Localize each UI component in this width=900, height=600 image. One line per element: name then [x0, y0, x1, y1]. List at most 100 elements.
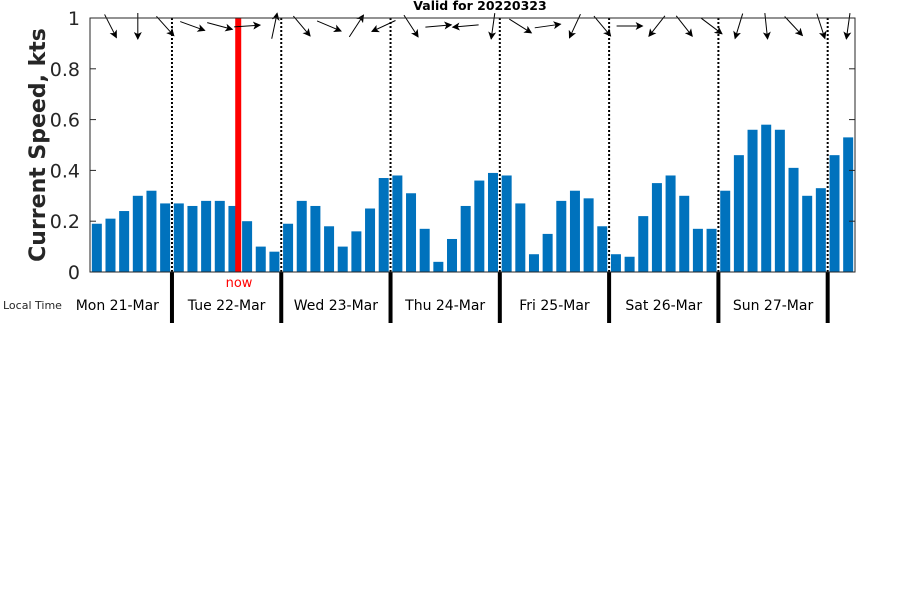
speed-bar — [569, 190, 580, 272]
direction-arrow — [816, 13, 827, 40]
y-tick-label: 0 — [68, 262, 80, 284]
speed-bar — [665, 175, 676, 272]
speed-bar — [815, 188, 826, 272]
direction-arrow — [451, 22, 479, 31]
speed-bar — [392, 175, 403, 272]
speed-bar — [556, 200, 567, 272]
speed-bar — [829, 155, 840, 272]
speed-bar — [679, 195, 690, 272]
speed-bar — [501, 175, 512, 272]
speed-bar — [132, 195, 143, 272]
chart-title: Valid for 20220323 — [413, 0, 546, 13]
direction-arrow — [700, 17, 723, 35]
speed-bar — [597, 226, 608, 272]
day-label: Mon 21-Mar — [76, 298, 159, 314]
speed-bar — [720, 190, 731, 272]
direction-arrow — [534, 21, 562, 30]
speed-bar — [802, 195, 813, 272]
direction-arrow — [593, 15, 612, 37]
direction-arrow — [488, 13, 497, 40]
speed-bar — [337, 246, 348, 272]
direction-arrow — [509, 18, 533, 34]
day-label: Fri 25-Mar — [519, 298, 590, 314]
speed-bar — [255, 246, 266, 272]
speed-bar — [201, 200, 212, 272]
speed-bar — [187, 205, 198, 272]
speed-bar — [324, 226, 335, 272]
direction-arrow — [207, 22, 234, 32]
day-label: Wed 23-Mar — [294, 298, 378, 314]
plot-frame — [89, 17, 856, 273]
direction-arrow — [316, 20, 342, 33]
speed-bar — [542, 233, 553, 272]
speed-bar — [296, 200, 307, 272]
y-tick-label: 0.4 — [50, 160, 80, 182]
speed-bar — [528, 254, 539, 272]
speed-bar — [351, 231, 362, 272]
y-tick-label: 0.2 — [50, 211, 80, 233]
direction-arrow — [293, 15, 311, 37]
speed-bar — [228, 205, 239, 272]
speed-bar — [433, 261, 444, 272]
speed-bar — [173, 203, 184, 272]
speed-bar — [515, 203, 526, 272]
speed-bar — [638, 216, 649, 272]
speed-bar — [761, 124, 772, 273]
day-label: Sun 27-Mar — [733, 298, 814, 314]
speed-bar — [214, 200, 225, 272]
speed-bar — [788, 167, 799, 272]
speed-bar — [843, 137, 854, 272]
speed-bar — [624, 256, 635, 272]
direction-arrow — [180, 21, 206, 32]
day-label: Thu 24-Mar — [404, 298, 485, 314]
speed-bar — [460, 205, 471, 272]
speed-bar — [283, 223, 294, 272]
speed-bar — [269, 251, 280, 272]
y-tick-label: 0.8 — [50, 59, 80, 81]
day-label: Tue 22-Mar — [187, 298, 266, 314]
direction-arrow — [348, 14, 365, 38]
speed-bar — [706, 228, 717, 272]
y-tick-label: 0.6 — [50, 110, 80, 132]
speed-bar — [583, 198, 594, 272]
direction-arrow — [234, 21, 262, 30]
speed-bar — [119, 211, 130, 272]
speed-bar — [406, 193, 417, 272]
direction-arrow — [425, 21, 453, 30]
speed-bar — [160, 203, 171, 272]
speed-bar — [747, 129, 758, 272]
speed-bar — [365, 208, 376, 272]
direction-arrow — [762, 13, 771, 40]
speed-bar — [651, 183, 662, 272]
y-tick-label: 1 — [68, 8, 80, 30]
speed-bar — [692, 228, 703, 272]
direction-arrow — [733, 13, 744, 40]
speed-bar — [310, 205, 321, 272]
speed-bar — [242, 221, 253, 272]
direction-arrow — [784, 16, 804, 37]
speed-bar — [105, 218, 116, 272]
speed-bar — [91, 223, 102, 272]
direction-arrow — [371, 20, 396, 33]
direction-arrow — [843, 13, 852, 40]
speed-bar — [774, 129, 785, 272]
direction-arrow — [648, 15, 666, 38]
now-line — [235, 18, 242, 272]
y-axis-label: Current Speed, kts — [26, 28, 51, 262]
speed-bar — [447, 238, 458, 272]
now-label: now — [226, 276, 253, 291]
speed-bar — [419, 228, 430, 272]
day-label: Sat 26-Mar — [625, 298, 702, 314]
x-axis-label: Local Time — [3, 299, 62, 312]
speed-bar — [733, 155, 744, 272]
speed-bar — [474, 180, 485, 272]
direction-arrow — [156, 16, 175, 37]
speed-bar — [610, 254, 621, 272]
direction-arrow — [271, 12, 280, 39]
direction-arrow — [675, 15, 693, 38]
speed-bar — [146, 190, 157, 272]
direction-arrow — [403, 14, 419, 38]
speed-bar — [378, 178, 389, 272]
speed-bar — [487, 172, 498, 272]
